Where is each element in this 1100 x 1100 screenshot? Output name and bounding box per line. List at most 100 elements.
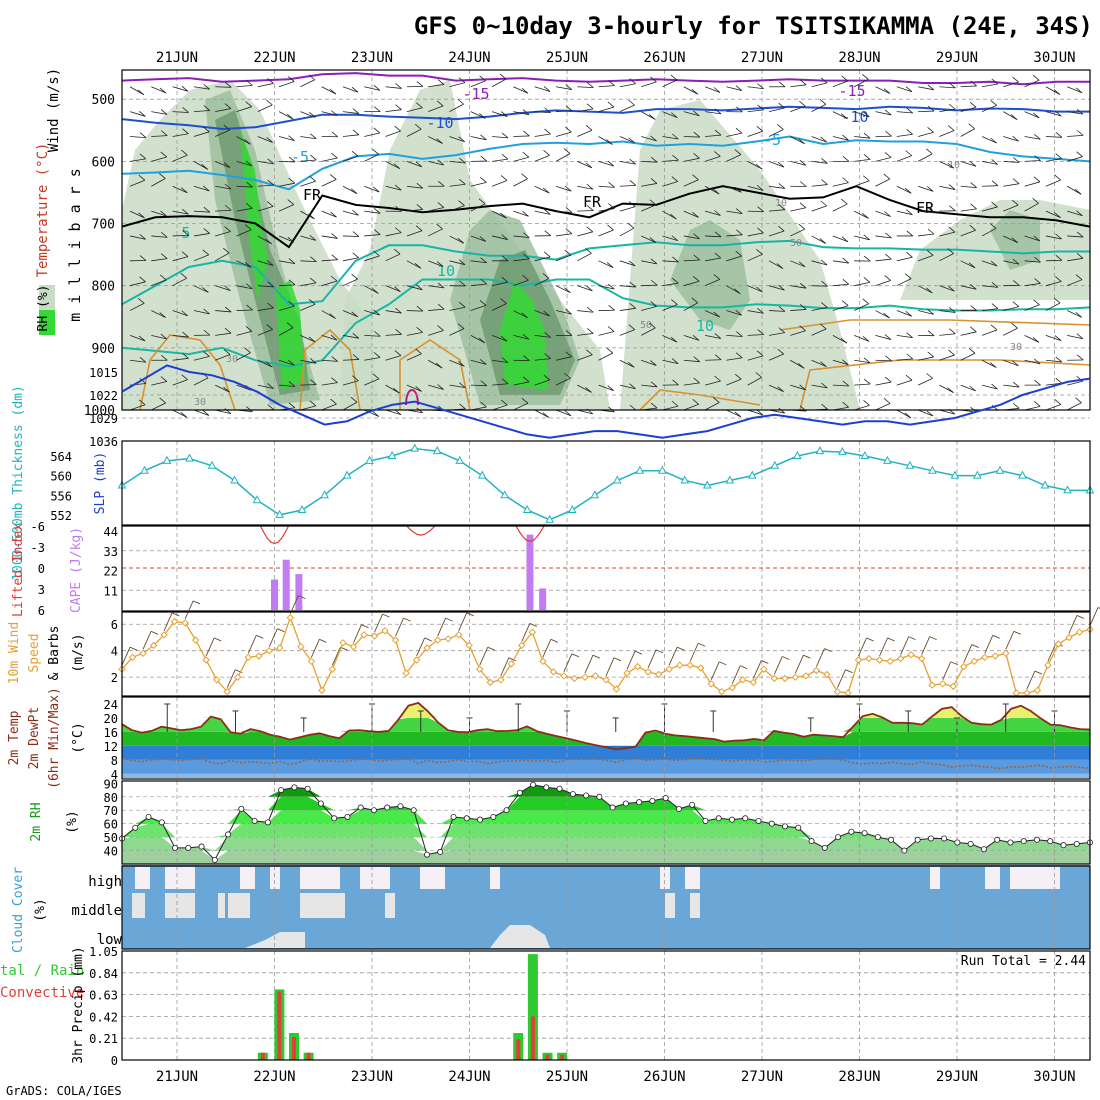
wind-barb bbox=[513, 381, 530, 386]
cape-tick-label: 22 bbox=[104, 565, 118, 579]
wind-barb bbox=[854, 303, 869, 311]
wind-barb-flag bbox=[459, 178, 466, 185]
wind-barb bbox=[768, 310, 785, 312]
surface-wind-barb-flag bbox=[445, 617, 453, 622]
wind-barb bbox=[960, 331, 977, 336]
surface-wind-barb bbox=[247, 635, 257, 654]
wind-barb-flag bbox=[522, 210, 529, 217]
cloud-row-label: low bbox=[97, 932, 123, 948]
wind-barb bbox=[257, 83, 274, 88]
thickness-marker bbox=[995, 465, 1005, 474]
wind-barb bbox=[555, 86, 572, 90]
wind-barb bbox=[513, 235, 530, 239]
wind-barb bbox=[683, 179, 699, 187]
bottom-day-label: 21JUN bbox=[156, 1069, 198, 1085]
wind-barb-flag bbox=[756, 125, 764, 132]
wind-speed-marker bbox=[886, 657, 894, 666]
wind-barb-flag bbox=[629, 158, 636, 165]
wind-barb bbox=[662, 159, 679, 162]
rh2m-marker bbox=[543, 784, 550, 791]
rh2m-marker bbox=[278, 787, 285, 794]
cape-tick-label: 33 bbox=[104, 545, 118, 559]
wind-barb-flag bbox=[672, 133, 679, 140]
wind-barb bbox=[470, 384, 487, 387]
thickness-marker bbox=[635, 465, 645, 474]
wind-barb bbox=[939, 333, 956, 336]
wind-speed-marker bbox=[728, 683, 737, 692]
wind-barb-flag bbox=[458, 301, 466, 308]
wind-barb-flag bbox=[543, 251, 551, 258]
wind-barb-flag bbox=[479, 236, 487, 242]
wind-barb-flag bbox=[948, 285, 955, 292]
wind-barb bbox=[577, 384, 592, 393]
wind-barb bbox=[768, 160, 785, 168]
wind-barb-flag bbox=[799, 325, 806, 332]
wind-speed-marker bbox=[507, 660, 516, 668]
wind-barb-flag bbox=[713, 274, 721, 280]
wind-barb bbox=[321, 179, 337, 187]
surface-wind-barb-flag bbox=[171, 612, 180, 617]
wind-barb bbox=[811, 136, 827, 143]
wind10-frame bbox=[121, 611, 1091, 697]
wind-barb bbox=[236, 384, 252, 391]
wind-barb-flag bbox=[693, 152, 700, 159]
wind-barb bbox=[577, 160, 593, 169]
wind-barb bbox=[1024, 283, 1041, 287]
wind-barb bbox=[1067, 279, 1083, 287]
wind-barb bbox=[662, 282, 679, 287]
wind-barb-flag bbox=[585, 162, 593, 169]
wind-barb-flag bbox=[1075, 274, 1083, 280]
wind-barb-flag bbox=[501, 132, 509, 139]
wind-barb-flag bbox=[1053, 89, 1061, 95]
wind-barb bbox=[342, 210, 359, 216]
rh2m-marker bbox=[357, 804, 364, 811]
precip-convective-bar bbox=[530, 1016, 535, 1060]
wind-barb-flag bbox=[521, 397, 529, 404]
wind-barb bbox=[172, 154, 188, 162]
thickness-tick-label: 552 bbox=[50, 509, 72, 523]
wind-barb bbox=[278, 204, 294, 212]
wind-barb bbox=[683, 280, 700, 287]
wind-barb bbox=[939, 310, 956, 313]
precip-total-bar bbox=[527, 954, 538, 1060]
thickness-marker bbox=[1040, 480, 1050, 489]
wind-barb-flag bbox=[266, 361, 273, 368]
wind-barb bbox=[342, 401, 358, 411]
wind-barb-flag bbox=[755, 163, 763, 170]
wind-barb-flag bbox=[947, 387, 954, 393]
wind-barb bbox=[278, 136, 295, 142]
wind-barb bbox=[1003, 306, 1019, 311]
wind-speed-marker bbox=[349, 642, 358, 651]
cloud-middle bbox=[165, 893, 195, 918]
wind-barb bbox=[704, 185, 720, 195]
wind-barb-flag bbox=[756, 409, 764, 416]
wind-barb bbox=[918, 310, 934, 315]
wind-barb-flag bbox=[799, 79, 807, 86]
wind-barb bbox=[555, 185, 572, 192]
wind-barb-flag bbox=[374, 330, 381, 337]
wind-barb-flag bbox=[799, 159, 807, 166]
top-day-label: 28JUN bbox=[838, 50, 880, 66]
wind-barb bbox=[683, 382, 700, 386]
wind-barb bbox=[577, 310, 594, 313]
wind-barb-flag bbox=[820, 361, 827, 367]
surface-wind-barb bbox=[142, 631, 152, 650]
wind-barb bbox=[939, 160, 955, 169]
rh2m-band bbox=[122, 796, 1090, 811]
precip-convective-bar bbox=[516, 1039, 521, 1060]
wind-barb-flag bbox=[459, 157, 466, 164]
surface-wind-barb bbox=[605, 657, 615, 676]
wind-barb-flag bbox=[373, 250, 380, 257]
wind-barb bbox=[129, 111, 146, 117]
wind-barb-flag bbox=[1034, 379, 1041, 386]
wind-barb-flag bbox=[863, 378, 871, 385]
wind-speed-marker bbox=[223, 687, 231, 696]
wind-barb-flag bbox=[1054, 335, 1062, 341]
wind-barb-flag bbox=[437, 303, 445, 310]
wind-barb-flag bbox=[436, 261, 444, 267]
wind-barb-flag bbox=[352, 332, 360, 339]
wind-barb bbox=[449, 82, 466, 88]
wind-barb-flag bbox=[203, 351, 210, 357]
wind-barb bbox=[939, 86, 956, 89]
